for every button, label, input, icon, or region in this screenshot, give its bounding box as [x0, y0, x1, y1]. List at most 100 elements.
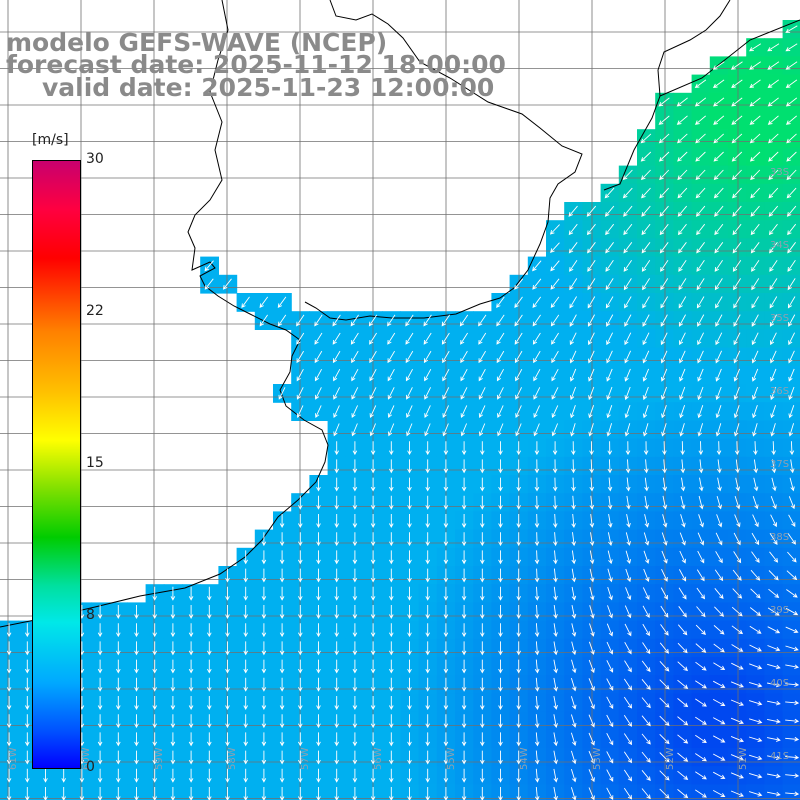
wind-arrow [659, 242, 669, 254]
wind-arrow [188, 787, 194, 800]
wind-arrow [6, 714, 12, 729]
wind-arrow [207, 586, 212, 601]
wind-arrow [731, 644, 744, 652]
wind-arrow [767, 626, 781, 634]
wind-arrow [243, 750, 248, 765]
wind-arrow [478, 350, 486, 364]
wind-arrow [748, 772, 763, 779]
wind-arrow [767, 43, 780, 52]
wind-arrow [696, 260, 705, 272]
wind-arrow [731, 662, 744, 670]
wind-arrow [261, 586, 267, 601]
wind-arrow [25, 623, 30, 638]
wind-arrow [534, 604, 540, 619]
wind-arrow [389, 732, 394, 747]
wind-arrow [732, 588, 743, 599]
wind-arrow [97, 714, 103, 729]
wind-arrow [767, 755, 781, 761]
wind-arrow [677, 679, 689, 689]
wind-arrow [680, 441, 685, 456]
wind-arrow [243, 605, 248, 619]
wind-arrow [407, 477, 412, 492]
wind-arrow [658, 97, 670, 107]
wind-cell [746, 784, 765, 800]
lon-label: 55W [446, 747, 457, 770]
wind-arrow [442, 423, 449, 437]
wind-arrow [589, 441, 594, 456]
wind-arrow [605, 278, 614, 291]
wind-arrow [443, 477, 449, 492]
wind-arrow [425, 732, 430, 747]
wind-arrow [713, 97, 725, 107]
wind-arrow [152, 696, 157, 710]
wind-arrow [660, 332, 668, 346]
wind-arrow [717, 477, 722, 492]
wind-arrow [387, 332, 396, 345]
wind-arrow [425, 550, 430, 565]
wind-arrow [713, 151, 724, 162]
wind-arrow [241, 296, 250, 309]
wind-arrow [350, 314, 359, 327]
wind-arrow [334, 750, 339, 765]
wind-arrow [571, 659, 577, 674]
wind-arrow [207, 696, 212, 710]
title-valid-date: valid date: 2025-11-23 12:00:00 [42, 73, 495, 102]
wind-arrow [659, 733, 670, 745]
wind-arrow [332, 332, 341, 345]
wind-arrow [316, 659, 321, 674]
wind-arrow [695, 643, 707, 653]
wind-arrow [369, 387, 377, 400]
wind-arrow [316, 696, 321, 710]
wind-arrow [352, 732, 358, 747]
wind-arrow [370, 550, 376, 565]
wind-arrow [715, 423, 722, 437]
wind-arrow [480, 532, 485, 547]
wind-arrow [749, 43, 762, 52]
wind-arrow [443, 568, 449, 583]
wind-arrow [6, 659, 12, 674]
wind-arrow [571, 586, 577, 601]
wind-arrow [695, 624, 706, 635]
wind-arrow [659, 169, 670, 181]
wind-arrow [443, 696, 449, 710]
wind-arrow [6, 750, 12, 765]
wind-arrow [425, 750, 430, 765]
wind-arrow [516, 532, 521, 547]
wind-arrow [677, 133, 688, 144]
wind-arrow [333, 423, 340, 437]
wind-arrow [751, 278, 760, 291]
wind-arrow [478, 314, 487, 327]
wind-arrow [588, 714, 595, 728]
wind-cell [764, 784, 784, 800]
wind-arrow [787, 260, 796, 272]
wind-cell [564, 784, 583, 800]
wind-arrow [623, 769, 633, 782]
wind-arrow [389, 459, 394, 474]
wind-arrow [25, 677, 30, 692]
wind-arrow [480, 514, 485, 528]
wind-arrow [443, 605, 449, 619]
wind-arrow [660, 350, 668, 364]
wind-arrow [516, 459, 521, 474]
wind-arrow [370, 586, 376, 601]
wind-arrow [534, 441, 540, 456]
wind-arrow [296, 350, 304, 364]
wind-arrow [660, 296, 668, 309]
wind-arrow [661, 532, 668, 546]
wind-arrow [516, 605, 521, 619]
wind-arrow [769, 332, 777, 346]
wind-arrow [787, 551, 797, 563]
wind-arrow [461, 477, 467, 492]
wind-arrow [750, 223, 760, 236]
wind-arrow [261, 750, 267, 765]
wind-arrow [606, 714, 614, 728]
wind-arrow [588, 405, 595, 419]
wind-arrow [751, 260, 760, 272]
wind-arrow [279, 659, 285, 674]
wind-arrow [624, 386, 631, 401]
wind-arrow [749, 607, 762, 617]
wind-arrow [788, 350, 795, 364]
wind-arrow [279, 586, 285, 601]
wind-arrow [43, 787, 48, 800]
wind-arrow [207, 659, 212, 674]
